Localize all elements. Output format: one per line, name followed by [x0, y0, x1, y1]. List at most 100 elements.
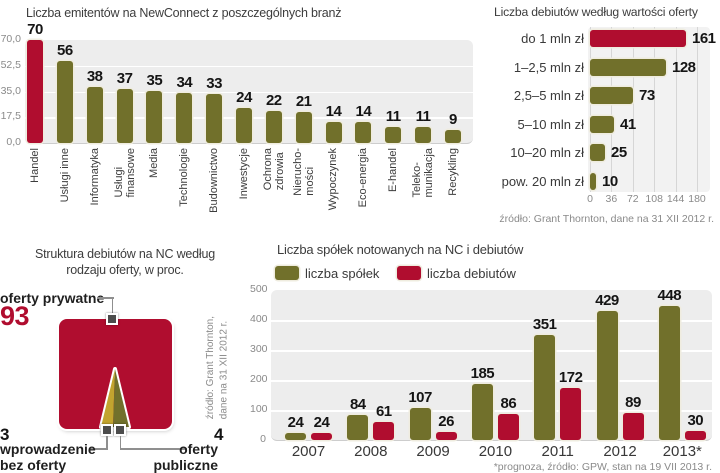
bar-value-label: 24 — [313, 414, 330, 431]
gridline — [675, 27, 677, 192]
bar-value-label: 161 — [692, 30, 716, 47]
bar-2012-debuts — [622, 413, 644, 440]
y-axis-tick-label: 400 — [250, 313, 268, 325]
offer-triangle — [99, 367, 131, 429]
callout-line-left-horizontal — [89, 448, 108, 450]
bar-2013*-debuts — [684, 431, 706, 440]
bar-value-label: 73 — [639, 87, 655, 105]
x-axis-tick-label: 36 — [605, 193, 618, 205]
y-axis-tick-label: 70,0 — [0, 33, 21, 45]
bar-value-label: 34 — [176, 74, 193, 91]
gridline — [271, 350, 712, 352]
chart-source-note: źródło: Grant Thornton, dane na 31 XII 2… — [499, 213, 714, 225]
bar-value-label: 38 — [86, 68, 103, 85]
legend-label-companies: liczba spółek — [305, 266, 380, 281]
bar-3 — [590, 115, 614, 133]
chart-title: Liczba spółek notowanych na NC i debiutó… — [277, 242, 524, 257]
bar-value-label: 9 — [448, 111, 457, 128]
bar-value-label: 56 — [57, 42, 73, 59]
intro-no-offer-label: wprowadzenie bez oferty — [0, 441, 96, 473]
bar-value-label: 84 — [349, 396, 366, 413]
x-axis-tick-label: 108 — [645, 193, 663, 205]
gridline — [697, 27, 698, 192]
bar-0 — [27, 40, 43, 143]
x-axis-year-label: 2013* — [662, 443, 702, 460]
chart-debut-structure: Struktura debiutów na NC według rodzaju … — [0, 236, 250, 473]
bar-value-label: 10 — [602, 173, 618, 190]
gridline — [271, 380, 712, 382]
chart-title: Liczba debiutów według wartości oferty — [494, 5, 698, 19]
bar-value-label: 22 — [265, 92, 282, 109]
bar-2011-companies — [534, 335, 556, 440]
x-axis-tick-label: 72 — [626, 193, 639, 205]
bar-value-label: 33 — [206, 75, 222, 92]
chart-footnote: *prognoza, źródło: GPW, stan na 19 VII 2… — [493, 461, 712, 473]
x-axis-year-label: 2012 — [603, 443, 637, 460]
bar-value-label: 70 — [27, 21, 43, 38]
x-axis-category-text: Recykling — [446, 148, 459, 196]
bar-4 — [146, 91, 163, 143]
x-axis-year-label: 2011 — [541, 443, 574, 460]
callout-line-top-vertical — [111, 297, 113, 315]
bar-2012-companies — [596, 311, 618, 440]
x-axis-tick-label: 0 — [587, 193, 593, 205]
y-axis-tick-label: 300 — [250, 343, 268, 355]
bar-2007-debuts — [311, 433, 332, 440]
bar-value-label: 14 — [355, 103, 372, 120]
y-axis-tick-label: 52,5 — [0, 58, 21, 71]
bar-1 — [590, 58, 666, 76]
marker-intro-no-offer — [101, 424, 113, 436]
x-axis-year-label: 2007 — [291, 443, 326, 460]
bar-8 — [265, 111, 282, 143]
bar-2 — [86, 87, 103, 143]
public-offers-label: oferty publiczne — [153, 441, 218, 473]
bar-value-label: 11 — [385, 108, 401, 125]
gridline — [632, 27, 634, 192]
offer-category-label: 5–10 mln zł — [517, 116, 584, 132]
bar-value-label: 25 — [611, 144, 627, 162]
offer-category-label: 1–2,5 mln zł — [513, 59, 584, 75]
y-axis-tick-label: 0,0 — [6, 136, 21, 148]
chart-source-text: źródło: Grant Thornton, dane na 31 XII 2… — [205, 316, 230, 420]
bar-2008-companies — [347, 415, 369, 440]
bar-value-label: 41 — [620, 115, 636, 133]
legend-swatch-debuts — [397, 266, 421, 280]
offer-plot-area — [588, 27, 710, 192]
bar-9 — [295, 112, 312, 143]
gridline — [25, 65, 473, 68]
bar-value-label: 86 — [500, 395, 517, 412]
callout-line-top-horizontal — [97, 297, 114, 299]
chart-title: Liczba emitentów na NewConnect z poszcze… — [26, 6, 342, 20]
bar-2 — [590, 87, 633, 105]
chart-companies-and-debuts: Liczba spółek notowanych na NC i debiutó… — [250, 236, 720, 473]
x-axis-tick-label: 180 — [688, 193, 706, 205]
bar-value-label: 128 — [672, 58, 696, 76]
y-axis-tick-label: 500 — [250, 283, 268, 295]
bar-value-label: 89 — [625, 394, 641, 411]
bar-5 — [590, 173, 596, 190]
callout-line-right-horizontal — [119, 448, 187, 450]
gridline — [590, 27, 591, 192]
bar-4 — [590, 144, 605, 162]
bar-2011-debuts — [560, 388, 582, 440]
triangle-right-olive — [113, 369, 129, 427]
bar-14 — [444, 130, 461, 143]
x-axis-category-label: Recykling — [413, 148, 493, 232]
bar-1 — [56, 61, 73, 143]
bar-5 — [176, 93, 193, 143]
y-axis-tick-label: 0 — [260, 433, 266, 445]
bar-value-label: 448 — [657, 287, 682, 304]
bar-10 — [325, 122, 342, 143]
chart-debuts-by-offer-value: Liczba debiutów według wartości oferty ź… — [488, 0, 720, 234]
private-offers-label: oferty prywatne — [0, 290, 105, 306]
chart-source-note: źródło: Grant Thornton, dane na 31 XII 2… — [204, 316, 231, 419]
bar-0 — [590, 30, 686, 47]
offer-category-label: pow. 20 mln zł — [501, 174, 584, 189]
triangle-left-gold — [101, 369, 115, 427]
bar-2010-debuts — [497, 414, 519, 440]
gridline — [271, 320, 712, 322]
bar-value-label: 30 — [687, 412, 704, 429]
gridline — [611, 27, 613, 192]
bar-2008-debuts — [373, 422, 395, 440]
marker-private-offers — [106, 313, 118, 325]
